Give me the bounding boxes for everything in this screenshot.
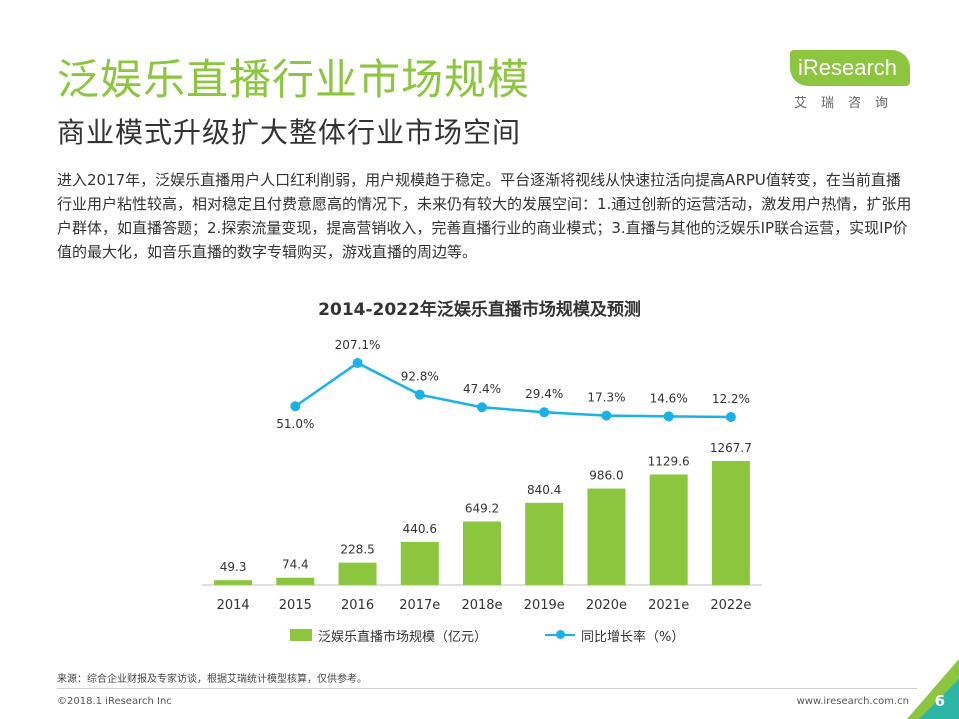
bar-value-label-2022e: 1267.7 (710, 441, 752, 455)
growth-point-2017e (414, 389, 425, 400)
bar-2015 (276, 577, 315, 585)
logo-cn-name: 艾瑞咨询 (794, 96, 903, 111)
logo-badge (790, 50, 910, 86)
bar-2020e (587, 488, 626, 585)
legend-label-line: 同比增长率（%） (581, 630, 685, 645)
logo-name: iResearch (798, 55, 898, 80)
bar-2016 (338, 562, 377, 585)
growth-label-2022e: 12.2% (712, 392, 750, 406)
bar-value-label-2018e: 649.2 (465, 501, 499, 515)
growth-label-2019e: 29.4% (525, 387, 563, 401)
bar-value-label-2014: 49.3 (220, 560, 247, 574)
growth-label-2020e: 17.3% (587, 391, 625, 405)
x-tick-label-2018e: 2018e (461, 598, 502, 613)
growth-point-2016 (352, 358, 363, 368)
growth-point-2018e (477, 402, 487, 413)
x-tick-label-2021e: 2021e (648, 598, 689, 613)
bar-value-label-2017e: 440.6 (403, 522, 437, 536)
copyright-text: ©2018.1 iResearch Inc (57, 696, 172, 707)
x-tick-label-2016: 2016 (341, 598, 374, 613)
bar-2022e (711, 461, 750, 585)
legend-label-bar: 泛娱乐直播市场规模（亿元） (318, 630, 488, 645)
growth-label-2015: 51.0% (276, 417, 314, 431)
bar-2019e (525, 502, 564, 585)
bar-2014 (214, 580, 253, 585)
x-tick-label-2020e: 2020e (586, 598, 627, 613)
growth-point-2022e (725, 412, 736, 422)
source-note: 来源：综合企业财报及专家访谈，根据艾瑞统计模型核算，仅供参考。 (57, 674, 367, 685)
growth-label-2021e: 14.6% (650, 391, 688, 405)
bar-2017e (400, 541, 439, 585)
x-tick-label-2015: 2015 (279, 598, 312, 613)
bar-value-label-2016: 228.5 (340, 543, 374, 557)
bar-value-label-2020e: 986.0 (589, 469, 623, 483)
page-subtitle: 商业模式升级扩大整体行业市场空间 (57, 116, 522, 149)
x-tick-label-2022e: 2022e (710, 598, 751, 613)
growth-point-2021e (663, 411, 674, 422)
bar-2021e (649, 474, 688, 585)
page-number: 6 (934, 692, 945, 710)
growth-point-2015 (290, 401, 301, 412)
legend-bar-swatch (290, 629, 312, 641)
intro-paragraph: 进入2017年，泛娱乐直播用户人口红利削弱，用户规模趋于稳定。平台逐渐将视线从快… (57, 171, 912, 261)
growth-label-2018e: 47.4% (463, 382, 501, 396)
growth-point-2019e (539, 407, 550, 418)
website-link[interactable]: www.iresearch.com.cn (796, 696, 909, 707)
legend-dot-swatch (556, 630, 565, 639)
footer-divider (57, 688, 917, 689)
x-tick-label-2017e: 2017e (399, 598, 440, 613)
corner-decoration-inner (919, 679, 959, 719)
bar-2018e (463, 521, 501, 585)
x-tick-label-2019e: 2019e (524, 598, 565, 613)
growth-rate-line (294, 361, 731, 419)
bar-value-label-2019e: 840.4 (527, 483, 561, 497)
growth-label-2017e: 92.8% (401, 370, 439, 384)
growth-point-2020e (601, 410, 612, 421)
iresearch-logo: iResearch 艾瑞咨询 (790, 50, 920, 112)
bar-value-label-2015: 74.4 (282, 558, 309, 572)
x-tick-label-2014: 2014 (217, 598, 250, 613)
chart-title: 2014-2022年泛娱乐直播市场规模及预测 (318, 300, 641, 320)
bar-value-label-2021e: 1129.6 (648, 455, 690, 469)
page-title: 泛娱乐直播行业市场规模 (57, 55, 531, 104)
growth-label-2016: 207.1% (335, 338, 381, 352)
